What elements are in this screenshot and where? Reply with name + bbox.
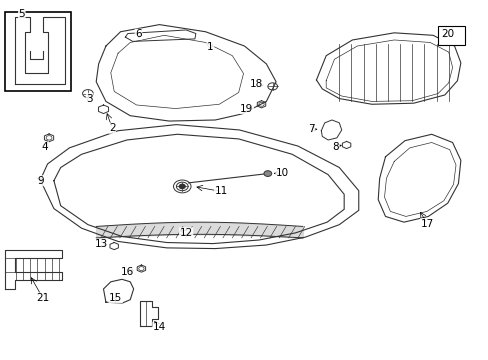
Circle shape	[179, 184, 185, 189]
Text: 18: 18	[249, 79, 263, 89]
Text: 3: 3	[86, 94, 93, 104]
Text: 11: 11	[214, 186, 227, 197]
Text: 15: 15	[109, 293, 122, 303]
Text: 12: 12	[179, 228, 192, 238]
Text: 9: 9	[37, 176, 43, 186]
Text: 20: 20	[440, 29, 453, 39]
Text: 19: 19	[240, 104, 253, 113]
Text: 4: 4	[42, 142, 48, 152]
Text: 14: 14	[152, 322, 166, 332]
Circle shape	[264, 171, 271, 176]
Text: 2: 2	[109, 123, 115, 133]
Text: 5: 5	[19, 9, 25, 19]
Text: 7: 7	[307, 124, 314, 134]
Text: 10: 10	[275, 168, 288, 178]
Text: 13: 13	[94, 239, 107, 249]
Text: 17: 17	[420, 219, 433, 229]
Bar	[437, 26, 464, 45]
Text: 16: 16	[121, 267, 134, 277]
Text: 1: 1	[207, 42, 213, 52]
Text: 8: 8	[332, 142, 339, 152]
Bar	[5, 12, 71, 91]
Text: 6: 6	[135, 29, 142, 39]
Text: 21: 21	[36, 293, 49, 303]
